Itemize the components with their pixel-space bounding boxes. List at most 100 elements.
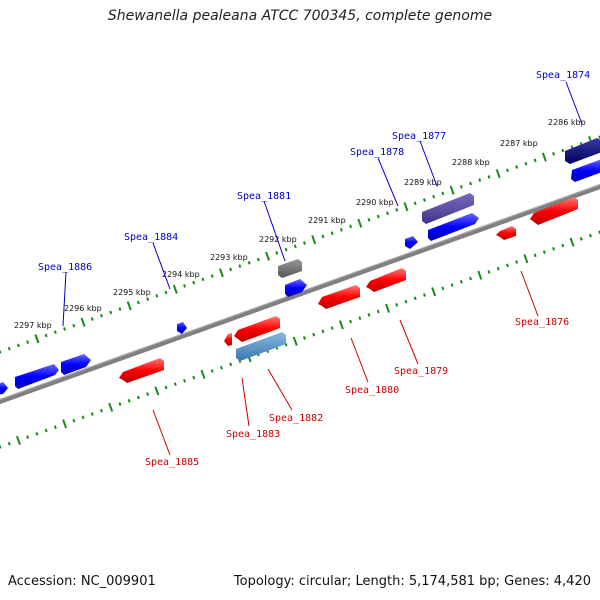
minor-tick bbox=[349, 319, 353, 324]
minor-tick bbox=[358, 316, 362, 321]
kbp-label: 2286 kbp bbox=[548, 118, 586, 127]
minor-tick bbox=[302, 336, 306, 340]
gene-arrow-reverse[interactable] bbox=[366, 268, 406, 292]
kbp-label: 2290 kbp bbox=[356, 198, 394, 207]
leader-line bbox=[267, 368, 293, 411]
minor-tick bbox=[173, 382, 177, 387]
minor-tick bbox=[376, 309, 380, 314]
minor-tick bbox=[192, 375, 196, 380]
gene-label[interactable]: Spea_1884 bbox=[124, 232, 178, 243]
gene-arrow-reverse[interactable] bbox=[119, 358, 164, 383]
gene-arrow-forward[interactable] bbox=[571, 159, 600, 182]
gene-label[interactable]: Spea_1881 bbox=[237, 191, 291, 202]
minor-tick bbox=[210, 274, 214, 278]
gene-arrow-forward[interactable] bbox=[405, 236, 418, 249]
minor-tick bbox=[0, 445, 2, 449]
kbp-label: 2295 kbp bbox=[113, 288, 151, 297]
gene-label[interactable]: Spea_1883 bbox=[226, 429, 280, 440]
gene-label[interactable]: Spea_1876 bbox=[515, 317, 569, 328]
minor-tick bbox=[302, 241, 306, 245]
map-title: Shewanella pealeana ATCC 700345, complet… bbox=[107, 8, 493, 24]
gene-arrow-forward[interactable] bbox=[565, 138, 600, 164]
minor-tick bbox=[349, 224, 353, 229]
minor-tick bbox=[330, 231, 334, 235]
major-tick bbox=[15, 435, 21, 445]
gene-label[interactable]: Spea_1877 bbox=[392, 131, 446, 142]
minor-tick bbox=[561, 148, 565, 153]
major-tick bbox=[338, 320, 344, 330]
minor-tick bbox=[219, 365, 223, 370]
minor-tick bbox=[293, 244, 297, 249]
minor-tick bbox=[16, 343, 20, 348]
major-tick bbox=[62, 419, 68, 429]
minor-tick bbox=[26, 340, 30, 344]
major-tick bbox=[477, 270, 483, 280]
minor-tick bbox=[118, 307, 122, 311]
minor-tick bbox=[183, 284, 187, 288]
major-tick bbox=[449, 185, 455, 195]
major-tick bbox=[385, 303, 390, 313]
minor-tick bbox=[321, 329, 325, 334]
minor-tick bbox=[136, 300, 140, 305]
minor-tick bbox=[450, 283, 454, 287]
minor-tick bbox=[35, 431, 39, 436]
minor-tick bbox=[63, 327, 67, 331]
leader-line bbox=[263, 200, 286, 262]
major-tick bbox=[126, 301, 132, 311]
gene-label[interactable]: Spea_1882 bbox=[269, 413, 323, 424]
minor-tick bbox=[155, 293, 159, 298]
minor-tick bbox=[247, 260, 251, 265]
major-tick bbox=[403, 202, 409, 212]
gene-label[interactable]: Spea_1880 bbox=[345, 385, 399, 396]
gene-label[interactable]: Spea_1879 bbox=[394, 366, 448, 377]
genome-summary-text: Topology: circular; Length: 5,174,581 bp… bbox=[233, 574, 591, 589]
major-tick bbox=[80, 317, 86, 327]
minor-tick bbox=[72, 418, 76, 423]
minor-tick bbox=[164, 385, 168, 390]
minor-tick bbox=[109, 310, 113, 315]
gene-arrow-reverse[interactable] bbox=[236, 332, 286, 361]
minor-tick bbox=[72, 323, 76, 328]
gene-arrow-forward[interactable] bbox=[177, 322, 187, 334]
minor-tick bbox=[229, 362, 233, 367]
minor-tick bbox=[164, 290, 168, 295]
gene-arrow-forward[interactable] bbox=[278, 259, 302, 278]
gene-label[interactable]: Spea_1886 bbox=[38, 262, 92, 273]
gene-label[interactable]: Spea_1878 bbox=[350, 147, 404, 158]
minor-tick bbox=[469, 181, 473, 186]
minor-tick bbox=[100, 313, 103, 318]
gene-label[interactable]: Spea_1885 bbox=[145, 457, 199, 468]
genome-backbone bbox=[0, 183, 600, 405]
minor-tick bbox=[192, 280, 196, 285]
gene-arrow-forward[interactable] bbox=[422, 193, 474, 224]
minor-tick bbox=[229, 267, 233, 272]
major-tick bbox=[265, 251, 271, 261]
minor-tick bbox=[210, 369, 214, 373]
gene-label[interactable]: Spea_1874 bbox=[536, 70, 590, 81]
gene-arrow-forward[interactable] bbox=[0, 382, 8, 395]
minor-tick bbox=[413, 201, 417, 206]
gene-arrow-reverse[interactable] bbox=[496, 226, 516, 240]
gene-arrow-reverse[interactable] bbox=[234, 316, 280, 342]
gene-arrow-forward[interactable] bbox=[61, 354, 91, 375]
gene-arrow-reverse[interactable] bbox=[318, 285, 360, 309]
leader-line bbox=[152, 242, 171, 290]
gene-arrow-reverse[interactable] bbox=[224, 333, 232, 346]
gene-arrow-forward[interactable] bbox=[15, 364, 59, 389]
gene-arrow-forward[interactable] bbox=[428, 213, 479, 241]
kbp-label: 2293 kbp bbox=[210, 253, 248, 262]
minor-tick bbox=[0, 350, 2, 354]
gene-arrow-forward[interactable] bbox=[285, 279, 307, 297]
major-tick bbox=[495, 169, 501, 179]
gene-arrow-reverse[interactable] bbox=[530, 197, 578, 225]
minor-tick bbox=[552, 246, 556, 251]
minor-tick bbox=[505, 263, 509, 268]
minor-tick bbox=[376, 214, 380, 219]
major-tick bbox=[431, 287, 437, 297]
minor-tick bbox=[533, 253, 537, 258]
minor-tick bbox=[90, 412, 94, 416]
minor-tick bbox=[100, 408, 103, 413]
minor-tick bbox=[146, 392, 150, 396]
major-tick bbox=[311, 235, 317, 245]
